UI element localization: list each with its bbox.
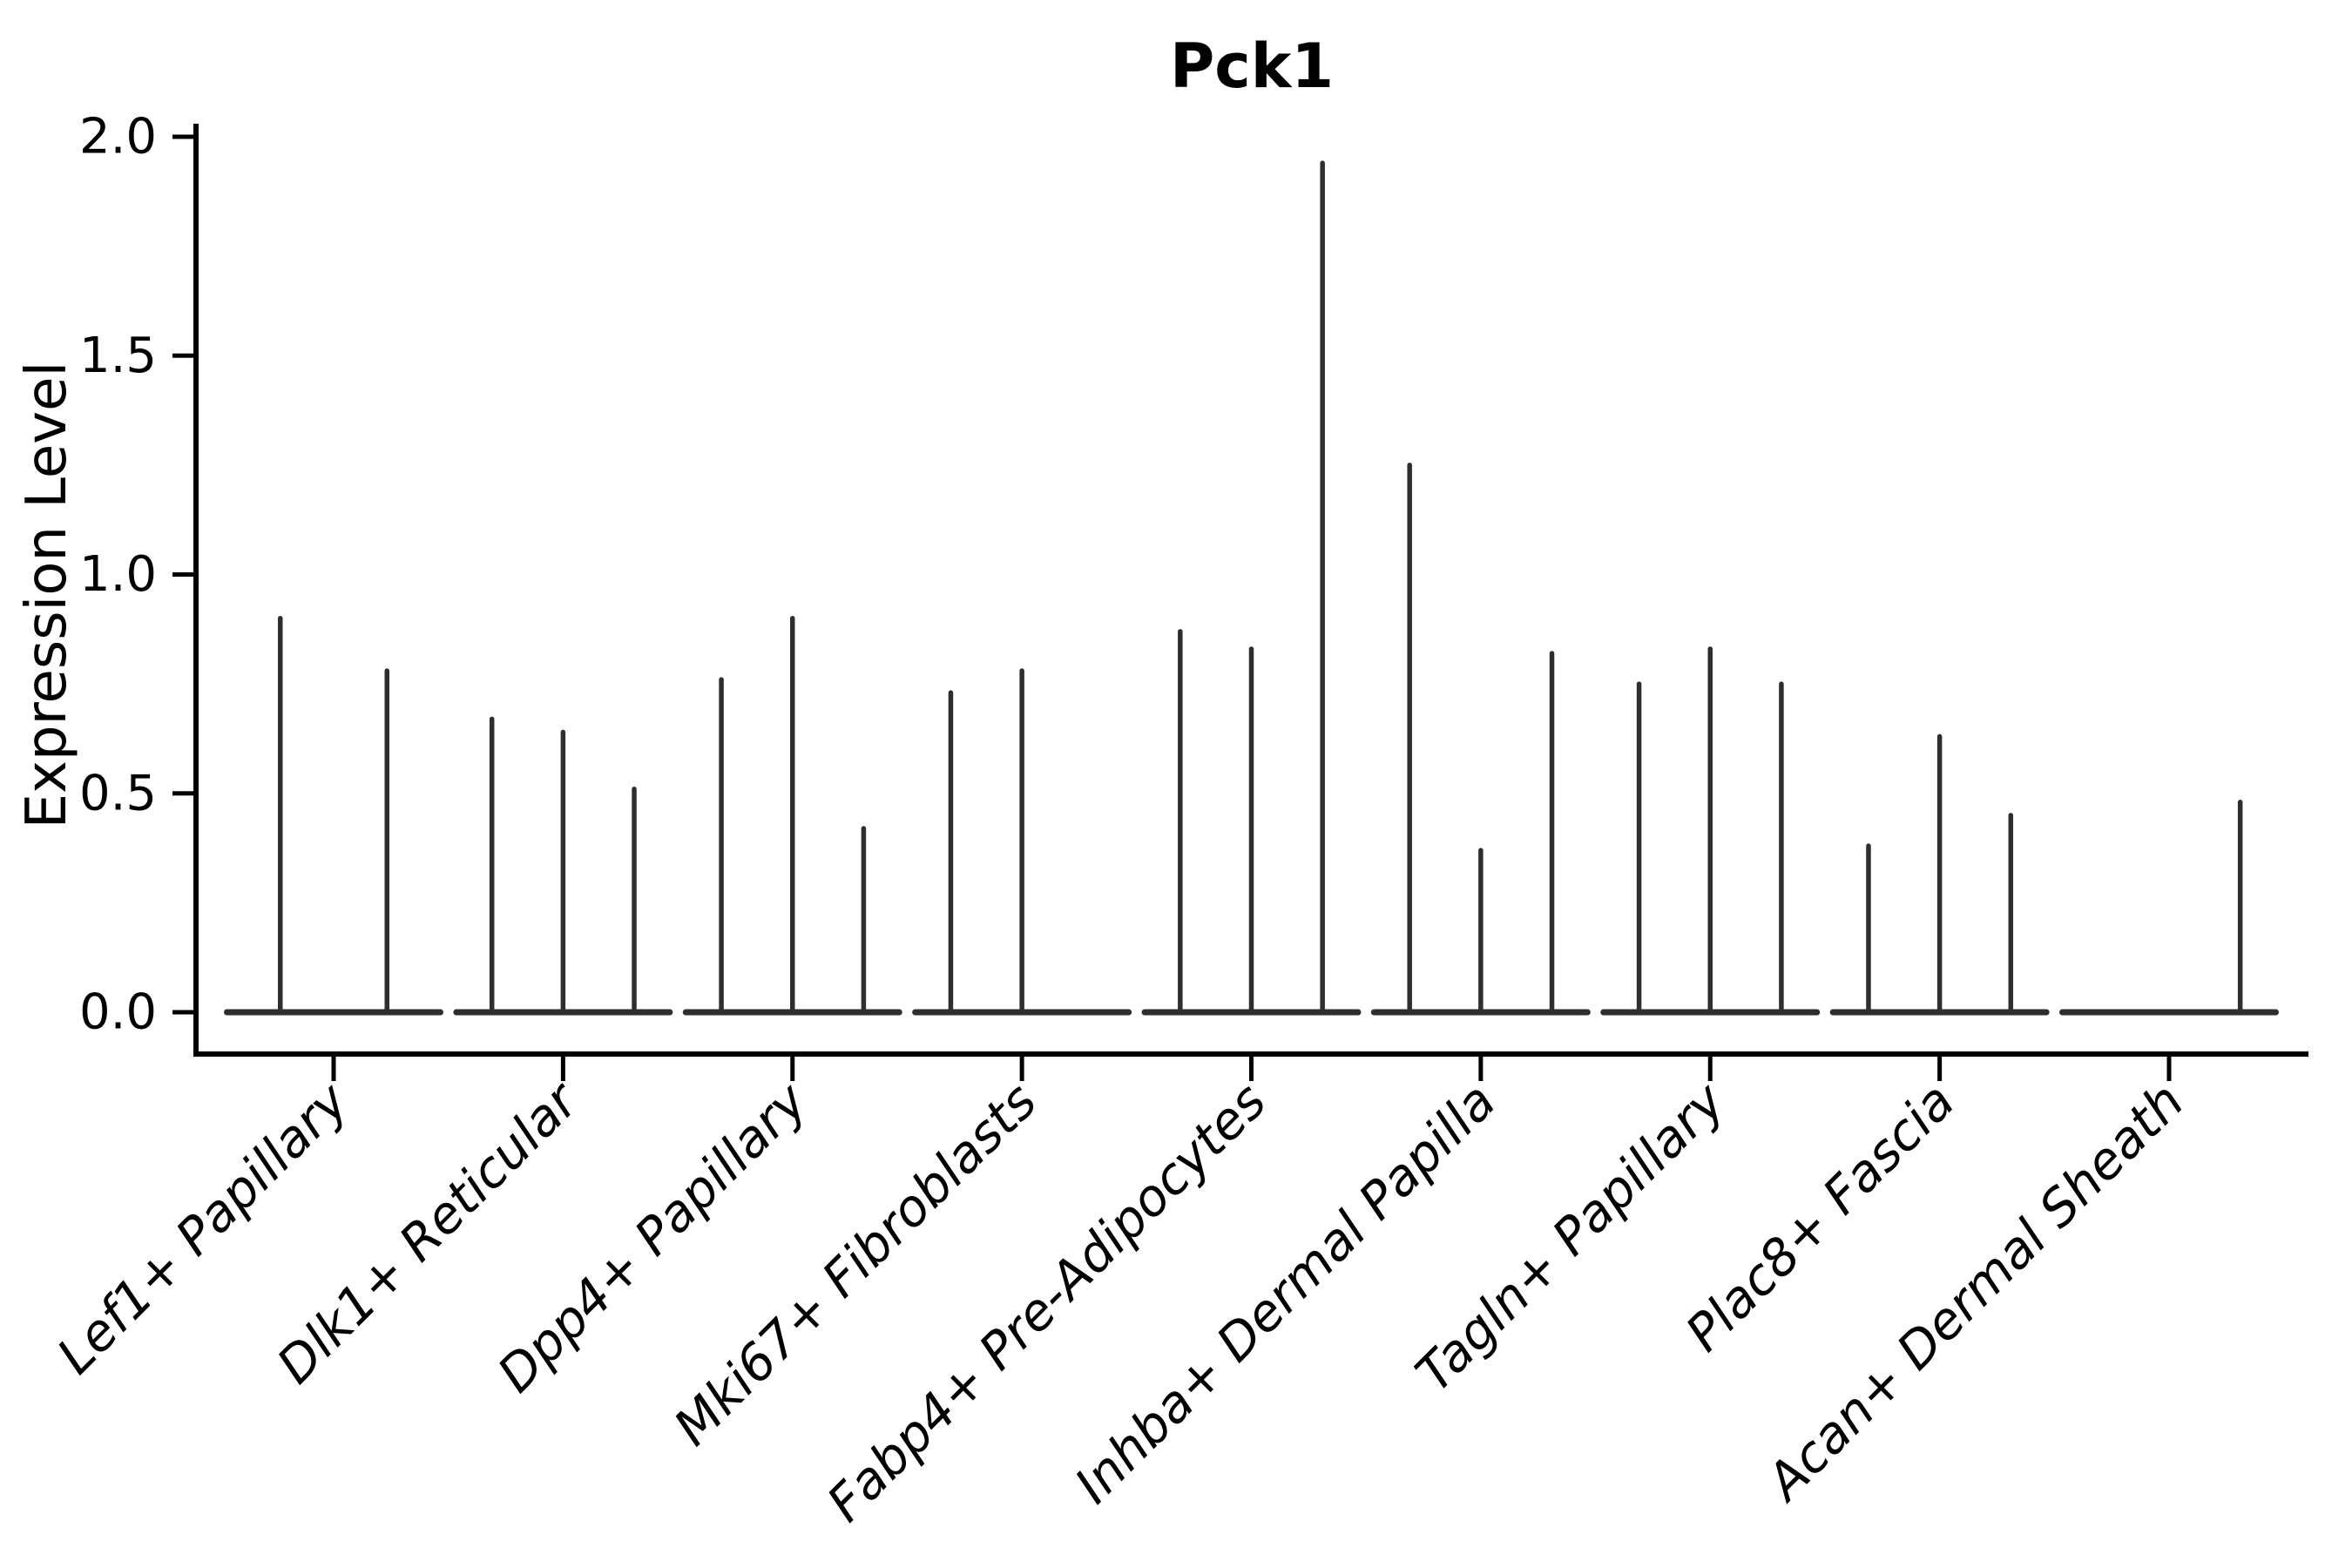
y-tick-label: 1.0 [79,546,157,603]
axes-layer [172,124,2308,1081]
y-tick-label: 0.5 [79,765,157,821]
y-tick-label: 0.0 [79,984,157,1041]
chart-title: Pck1 [1170,30,1334,102]
violin-layer [224,160,2279,1016]
y-tick-label: 1.5 [79,328,157,384]
y-tick-label: 2.0 [79,109,157,166]
y-axis-label: Expression Level [15,362,79,829]
x-tick-label: Inhba+ Dermal Papilla [1064,1071,1507,1515]
x-tick-label: Fabp4+ Pre-Adipocytes [815,1071,1277,1533]
x-tick-label: Acan+ Dermal Sheath [1753,1071,2195,1514]
